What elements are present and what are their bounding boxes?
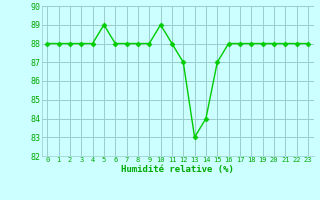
X-axis label: Humidité relative (%): Humidité relative (%) <box>121 165 234 174</box>
